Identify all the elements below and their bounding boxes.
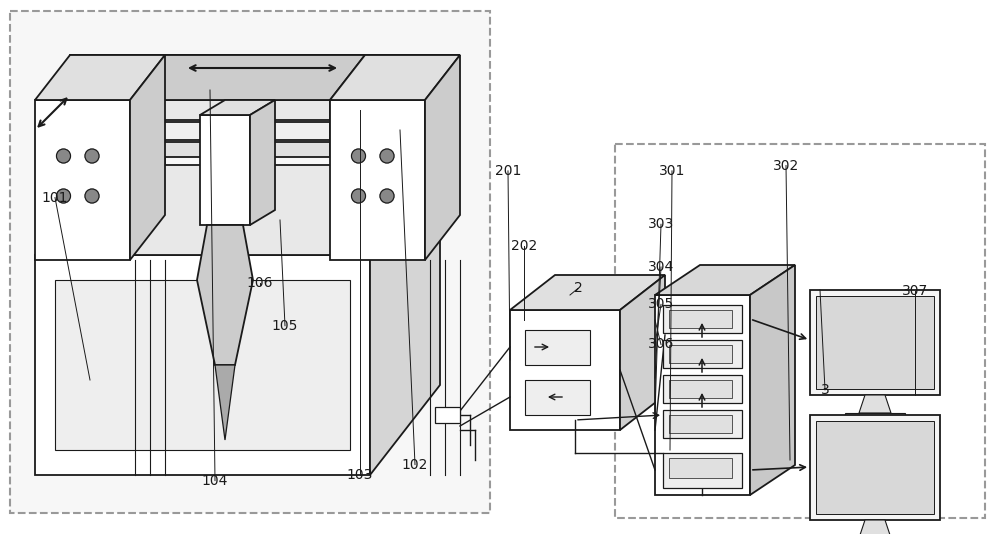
Circle shape <box>56 189 70 203</box>
Text: 201: 201 <box>495 164 521 178</box>
Text: 106: 106 <box>247 276 273 290</box>
Text: 104: 104 <box>202 474 228 488</box>
Circle shape <box>85 189 99 203</box>
Polygon shape <box>525 330 590 365</box>
Polygon shape <box>35 55 165 100</box>
Polygon shape <box>70 55 165 215</box>
Polygon shape <box>330 55 460 100</box>
Text: 302: 302 <box>773 159 799 172</box>
Text: 105: 105 <box>272 319 298 333</box>
Bar <box>615 144 985 518</box>
Text: 301: 301 <box>659 164 685 178</box>
Bar <box>10 11 490 513</box>
Polygon shape <box>130 100 330 120</box>
Circle shape <box>352 149 366 163</box>
Text: 303: 303 <box>648 217 674 231</box>
Text: 202: 202 <box>511 239 537 253</box>
Polygon shape <box>655 265 795 295</box>
Text: 2: 2 <box>574 281 582 295</box>
Circle shape <box>352 189 366 203</box>
Polygon shape <box>200 115 250 225</box>
Polygon shape <box>810 415 940 520</box>
Polygon shape <box>130 55 165 260</box>
Polygon shape <box>810 290 940 395</box>
Circle shape <box>85 149 99 163</box>
Polygon shape <box>435 407 460 423</box>
Circle shape <box>56 149 70 163</box>
Polygon shape <box>816 296 934 389</box>
Polygon shape <box>663 410 742 438</box>
Polygon shape <box>655 295 750 495</box>
Polygon shape <box>35 165 440 255</box>
Polygon shape <box>35 255 370 475</box>
Polygon shape <box>130 142 330 157</box>
Polygon shape <box>215 365 235 440</box>
Polygon shape <box>525 380 590 415</box>
Text: 306: 306 <box>648 337 674 351</box>
Polygon shape <box>669 380 732 398</box>
Polygon shape <box>130 122 330 140</box>
Polygon shape <box>510 310 620 430</box>
Text: 102: 102 <box>402 458 428 472</box>
Polygon shape <box>669 458 732 478</box>
Text: 3: 3 <box>821 383 829 397</box>
Polygon shape <box>197 225 253 365</box>
Polygon shape <box>669 415 732 433</box>
Polygon shape <box>130 55 365 100</box>
Polygon shape <box>663 305 742 333</box>
Text: 307: 307 <box>902 284 928 298</box>
Text: 101: 101 <box>42 191 68 205</box>
Polygon shape <box>663 453 742 488</box>
Polygon shape <box>510 275 665 310</box>
Polygon shape <box>200 100 275 115</box>
Text: 103: 103 <box>347 468 373 482</box>
Polygon shape <box>425 55 460 260</box>
Text: 304: 304 <box>648 260 674 274</box>
Polygon shape <box>816 421 934 514</box>
Polygon shape <box>859 395 891 413</box>
Polygon shape <box>330 100 425 260</box>
Polygon shape <box>620 275 665 430</box>
Polygon shape <box>250 100 275 225</box>
Circle shape <box>380 189 394 203</box>
Polygon shape <box>370 165 440 475</box>
Polygon shape <box>845 413 905 421</box>
Text: 305: 305 <box>648 297 674 311</box>
Polygon shape <box>859 520 891 534</box>
Polygon shape <box>669 310 732 328</box>
Polygon shape <box>750 265 795 495</box>
Polygon shape <box>35 100 130 260</box>
Circle shape <box>380 149 394 163</box>
Polygon shape <box>663 340 742 368</box>
Polygon shape <box>663 375 742 403</box>
Polygon shape <box>669 345 732 363</box>
Polygon shape <box>55 280 350 450</box>
